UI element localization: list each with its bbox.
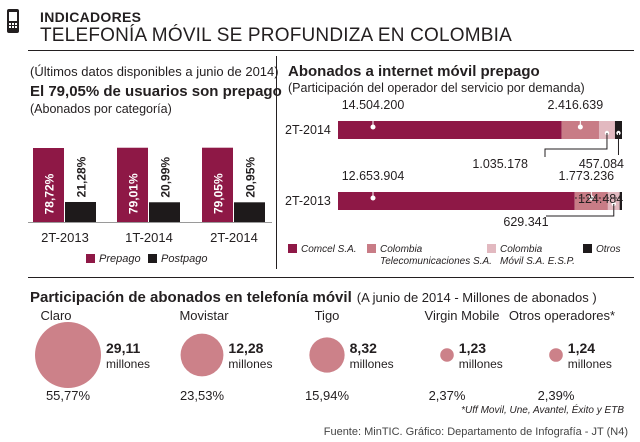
- bar-prepago-1T-2014: [117, 147, 148, 222]
- page-title: TELEFONÍA MÓVIL SE PROFUNDIZA EN COLOMBI…: [40, 25, 513, 46]
- segment-colombia-telecomunicaciones-s-a--2T-2014: [561, 121, 599, 139]
- leader-movil-2T-2014: [544, 133, 608, 157]
- category-label-2T-2014: 2T-2014: [210, 230, 258, 245]
- unit-1: millones: [228, 357, 272, 371]
- label-prepago-1T-2014: 79,01%: [127, 173, 141, 214]
- marker-comcel-2T-2014: [370, 124, 376, 130]
- unit-3: millones: [459, 357, 503, 371]
- segment-otros-2T-2013: [619, 192, 622, 210]
- label-prepago-2T-2014: 79,05%: [212, 173, 226, 214]
- unit-2: millones: [350, 357, 394, 371]
- footnote-otros: *Uff Movil, Une, Avantel, Éxito y ETB: [461, 405, 624, 416]
- value-telecom-2T-2013: 1.773.236: [559, 169, 615, 183]
- chart1-subtitle: (Abonados por categoría): [30, 102, 172, 116]
- leader-movil-2T-2013: [546, 204, 615, 217]
- bubble-4: [549, 348, 563, 362]
- unit-0: millones: [106, 357, 150, 371]
- bar-prepago-2T-2013: [33, 148, 64, 222]
- value-otros-2T-2014: 457.084: [579, 157, 624, 171]
- bar-postpago-2T-2014: [234, 202, 265, 222]
- chart1-caption: (Últimos datos disponibles a junio de 20…: [30, 64, 279, 79]
- divider-middle: [28, 277, 634, 278]
- bar-prepago-2T-2014: [202, 147, 233, 222]
- value-4: 1,24: [568, 340, 595, 356]
- share-1: 23,53%: [180, 388, 225, 403]
- legend-label-3: Otros: [596, 244, 620, 255]
- bar-postpago-2T-2013: [65, 201, 96, 222]
- legend-label-0: Comcel S.A.: [301, 244, 357, 255]
- segment-otros-2T-2014: [614, 121, 622, 139]
- legend-swatch-2: [487, 244, 496, 253]
- segment-colombia-m-vil-s-a-e-s-p--2T-2014: [598, 121, 615, 139]
- operator-name-0: Claro: [40, 308, 71, 323]
- legend-swatch-0: [288, 244, 297, 253]
- marker-comcel-2T-2013: [370, 195, 376, 201]
- legend-label-postpago: Postpago: [161, 253, 207, 265]
- row-label-2T-2013: 2T-2013: [285, 194, 331, 208]
- legend-label-2: Colombia Móvil S.A. E.S.P.: [500, 244, 575, 267]
- share-3: 2,37%: [429, 388, 466, 403]
- chart2-subtitle: (Participación del operador del servicio…: [288, 81, 585, 95]
- legend-swatch-prepago: [86, 254, 95, 263]
- legend-label-prepago: Prepago: [99, 253, 141, 265]
- operator-name-1: Movistar: [179, 308, 229, 323]
- label-postpago-2T-2013: 21,28%: [75, 156, 89, 197]
- value-3: 1,23: [459, 340, 486, 356]
- header-kicker: INDICADORES: [40, 9, 142, 25]
- row-label-2T-2014: 2T-2014: [285, 123, 331, 137]
- bubble-0: [35, 322, 101, 388]
- segment-comcel-s-a--2T-2014: [338, 121, 562, 139]
- legend-swatch-postpago: [148, 254, 157, 263]
- chart3-subtitle: (A junio de 2014 - Millones de abonados …: [357, 290, 597, 305]
- segment-comcel-s-a--2T-2013: [338, 192, 575, 210]
- value-movil-2T-2014: 1.035.178: [472, 157, 528, 171]
- value-comcel-2T-2013: 12.653.904: [342, 169, 405, 183]
- mobile-phone-icon: [7, 9, 19, 33]
- divider-vertical: [276, 56, 277, 269]
- chart3-heading: Participación de abonados en telefonía m…: [30, 289, 597, 306]
- segment-colombia-telecomunicaciones-s-a--2T-2013: [574, 192, 608, 210]
- source-footer: Fuente: MinTIC. Gráfico: Departamento de…: [323, 426, 628, 438]
- value-comcel-2T-2014: 14.504.200: [342, 98, 405, 112]
- share-4: 2,39%: [538, 388, 575, 403]
- legend-swatch-3: [583, 244, 592, 253]
- segment-colombia-m-vil-s-a-e-s-p--2T-2013: [607, 192, 620, 210]
- label-postpago-2T-2014: 20,95%: [244, 157, 258, 198]
- unit-4: millones: [568, 357, 612, 371]
- divider-top: [28, 50, 634, 51]
- value-1: 12,28: [228, 340, 263, 356]
- value-0: 29,11: [106, 340, 140, 356]
- operator-name-2: Tigo: [315, 308, 340, 323]
- category-label-2T-2013: 2T-2013: [41, 230, 89, 245]
- value-movil-2T-2013: 629.341: [503, 215, 548, 229]
- value-2: 8,32: [350, 340, 377, 356]
- chart2-title: Abonados a internet móvil prepago: [288, 63, 540, 80]
- legend-label-1: Colombia Telecomunicaciones S.A.: [380, 244, 492, 267]
- label-prepago-2T-2013: 78,72%: [43, 173, 57, 214]
- value-otros-2T-2013: 124.484: [578, 192, 623, 206]
- marker-telecom-2T-2014: [577, 124, 583, 130]
- chart3-title: Participación de abonados en telefonía m…: [30, 289, 352, 306]
- share-2: 15,94%: [305, 388, 350, 403]
- share-0: 55,77%: [46, 388, 91, 403]
- value-telecom-2T-2014: 2.416.639: [548, 98, 604, 112]
- operator-name-4: Otros operadores*: [509, 308, 615, 323]
- bubble-1: [180, 333, 224, 377]
- chart1-title: El 79,05% de usuarios son prepago: [30, 83, 282, 100]
- bar-postpago-1T-2014: [149, 202, 180, 222]
- label-postpago-1T-2014: 20,99%: [159, 157, 173, 198]
- category-label-1T-2014: 1T-2014: [125, 230, 173, 245]
- operator-name-3: Virgin Mobile: [425, 308, 500, 323]
- legend-swatch-1: [367, 244, 376, 253]
- bubble-2: [309, 337, 345, 373]
- bubble-3: [440, 348, 454, 362]
